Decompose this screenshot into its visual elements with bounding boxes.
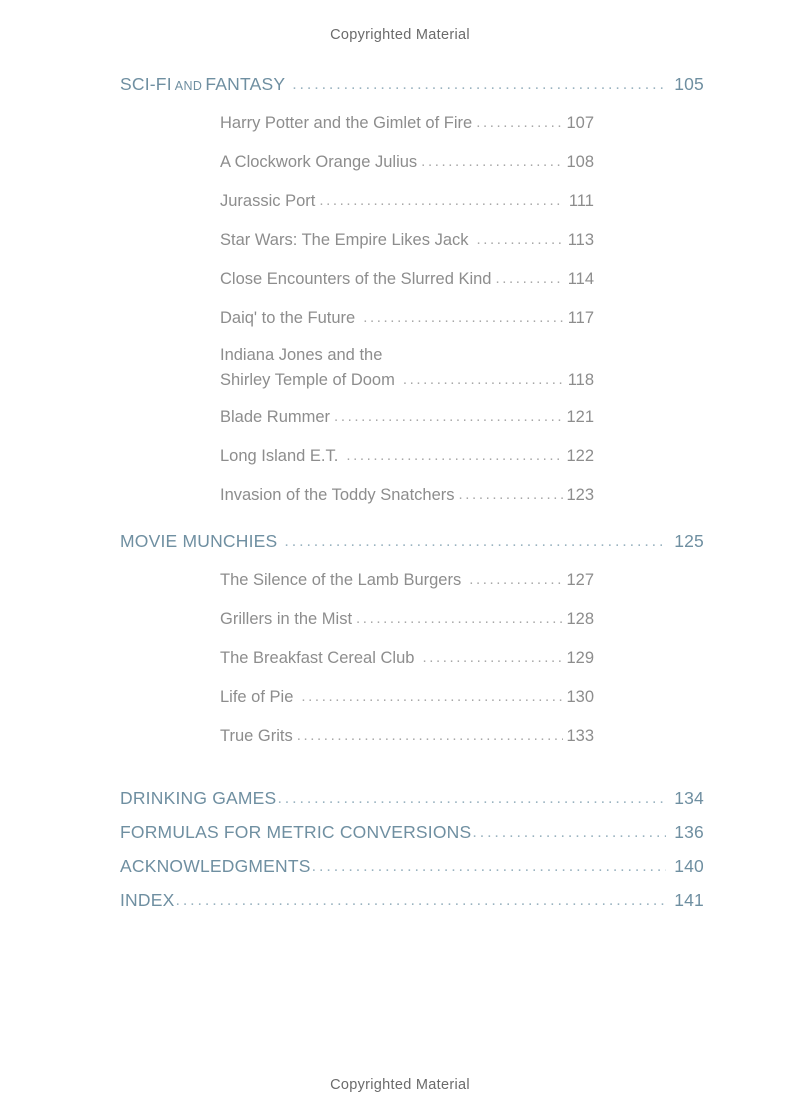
- toc-backmatter-entry[interactable]: FORMULAS FOR METRIC CONVERSIONS ........…: [120, 822, 704, 843]
- dot-leader: ........................................: [334, 408, 563, 425]
- entry-title: Invasion of the Toddy Snatchers: [220, 486, 455, 504]
- dot-leader: ........................................…: [311, 858, 666, 875]
- entry-page-number: 129: [566, 649, 594, 667]
- dot-leader: ........................................: [346, 447, 563, 464]
- entry-title: True Grits: [220, 727, 293, 745]
- entry-page-number: 118: [567, 371, 594, 389]
- backmatter-page-number: 141: [674, 890, 704, 910]
- backmatter-title: ACKNOWLEDGMENTS: [120, 856, 311, 876]
- toc-backmatter-entry[interactable]: DRINKING GAMES .........................…: [120, 788, 704, 809]
- entry-title: The Silence of the Lamb Burgers: [220, 571, 462, 589]
- entry-title: Daiq' to the Future: [220, 309, 356, 327]
- entry-page-number: 130: [566, 688, 594, 706]
- dot-leader: ........................................: [319, 192, 563, 209]
- toc-entry[interactable]: The Silence of the Lamb Burgers ........…: [220, 571, 594, 590]
- toc-entry[interactable]: Star Wars: The Empire Likes Jack .......…: [220, 231, 594, 250]
- entry-page-number: 133: [566, 727, 594, 745]
- dot-leader: ........................................: [356, 610, 563, 627]
- toc-entry[interactable]: Close Encounters of the Slurred Kind ...…: [220, 270, 594, 289]
- dot-leader: ........................................: [469, 571, 563, 588]
- toc-entry[interactable]: Long Island E.T. .......................…: [220, 447, 594, 466]
- dot-leader: ........................................: [422, 649, 563, 666]
- entry-title: Star Wars: The Empire Likes Jack: [220, 231, 469, 249]
- toc-section-heading[interactable]: MOVIE MUNCHIES .........................…: [120, 531, 704, 552]
- entry-page-number: 111: [568, 192, 594, 210]
- entry-title: The Breakfast Cereal Club: [220, 649, 415, 667]
- entry-page-number: 114: [567, 270, 594, 288]
- table-of-contents: SCI-FI AND FANTASY .....................…: [0, 74, 800, 911]
- entry-title-line1: Indiana Jones and the: [220, 346, 383, 364]
- section-title-tail: FANTASY: [205, 74, 286, 94]
- entry-title-line2: Shirley Temple of Doom: [220, 371, 395, 389]
- entry-page-number: 128: [566, 610, 594, 628]
- toc-entry[interactable]: Life of Pie ............................…: [220, 688, 594, 707]
- dot-leader: ........................................…: [175, 892, 666, 909]
- toc-entry[interactable]: Daiq' to the Future ....................…: [220, 309, 594, 328]
- dot-leader: ........................................: [363, 309, 563, 326]
- entry-title: Long Island E.T.: [220, 447, 339, 465]
- dot-leader: ........................................…: [277, 790, 666, 807]
- dot-leader: ........................................: [296, 727, 563, 744]
- toc-entry[interactable]: Indiana Jones and the Shirley Temple of …: [220, 346, 594, 390]
- toc-entry[interactable]: Invasion of the Toddy Snatchers ........…: [220, 486, 594, 505]
- dot-leader: ........................................: [402, 371, 563, 388]
- dot-leader: ........................................…: [292, 76, 666, 93]
- toc-section-heading[interactable]: SCI-FI AND FANTASY .....................…: [120, 74, 704, 95]
- backmatter-title: FORMULAS FOR METRIC CONVERSIONS: [120, 822, 472, 842]
- toc-entry[interactable]: A Clockwork Orange Julius ..............…: [220, 153, 594, 172]
- toc-entry[interactable]: The Breakfast Cereal Club ..............…: [220, 649, 594, 668]
- toc-entry[interactable]: Blade Rummer ...........................…: [220, 408, 594, 427]
- toc-backmatter-entry[interactable]: INDEX ..................................…: [120, 890, 704, 911]
- entry-title: Life of Pie: [220, 688, 294, 706]
- section-page-number: 105: [674, 74, 704, 94]
- dot-leader: ........................................: [476, 114, 563, 131]
- entry-page-number: 117: [567, 309, 594, 327]
- dot-leader: ........................................…: [472, 824, 666, 841]
- entry-page-number: 108: [566, 153, 594, 171]
- running-head: Copyrighted Material: [330, 27, 470, 43]
- entry-title: Grillers in the Mist: [220, 610, 353, 628]
- section-title-main: SCI-FI: [120, 74, 172, 94]
- section-page-number: 125: [674, 531, 704, 551]
- dot-leader: ........................................: [301, 688, 563, 705]
- section-title-conjunction: AND: [174, 79, 203, 93]
- backmatter-title: INDEX: [120, 890, 175, 910]
- toc-entry[interactable]: Harry Potter and the Gimlet of Fire ....…: [220, 114, 594, 133]
- dot-leader: ........................................: [458, 486, 563, 503]
- section-title-main: MOVIE MUNCHIES: [120, 531, 278, 551]
- backmatter-page-number: 136: [674, 822, 704, 842]
- entry-page-number: 113: [567, 231, 594, 249]
- dot-leader: ........................................: [476, 231, 564, 248]
- running-foot: Copyrighted Material: [330, 1077, 470, 1093]
- backmatter-page-number: 134: [674, 788, 704, 808]
- dot-leader: ........................................: [421, 153, 563, 170]
- entry-title: Close Encounters of the Slurred Kind: [220, 270, 492, 288]
- toc-entry[interactable]: Grillers in the Mist ...................…: [220, 610, 594, 629]
- entry-title: Blade Rummer: [220, 408, 331, 426]
- entry-page-number: 127: [566, 571, 594, 589]
- dot-leader: ........................................: [495, 270, 564, 287]
- backmatter-title: DRINKING GAMES: [120, 788, 277, 808]
- entry-page-number: 121: [566, 408, 594, 426]
- toc-entry[interactable]: True Grits .............................…: [220, 727, 594, 746]
- backmatter-page-number: 140: [674, 856, 704, 876]
- entry-title: Jurassic Port: [220, 192, 316, 210]
- entry-page-number: 122: [566, 447, 594, 465]
- dot-leader: ........................................…: [284, 533, 666, 550]
- toc-entry[interactable]: Jurassic Port ..........................…: [220, 192, 594, 211]
- entry-page-number: 107: [566, 114, 594, 132]
- toc-backmatter-entry[interactable]: ACKNOWLEDGMENTS ........................…: [120, 856, 704, 877]
- entry-title: Harry Potter and the Gimlet of Fire: [220, 114, 473, 132]
- entry-page-number: 123: [566, 486, 594, 504]
- entry-title: A Clockwork Orange Julius: [220, 153, 418, 171]
